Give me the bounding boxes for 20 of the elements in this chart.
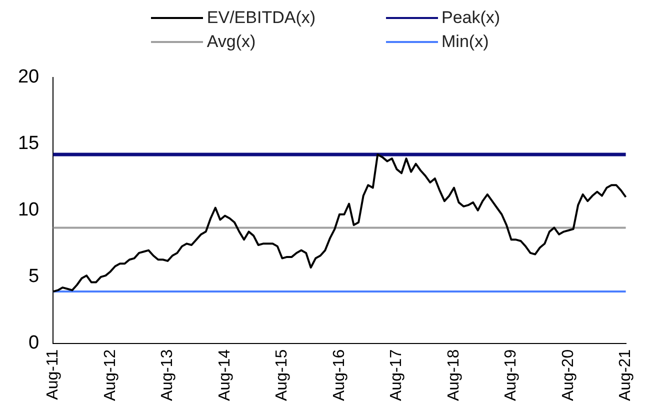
y-tick-label: 0 xyxy=(28,332,40,354)
x-tick-label: Aug-14 xyxy=(216,349,234,401)
x-tick-label: Aug-21 xyxy=(617,349,634,401)
legend-label: EV/EBITDA(x) xyxy=(206,8,316,28)
y-tick-label: 20 xyxy=(18,66,40,88)
x-tick-label: Aug-13 xyxy=(159,349,176,401)
x-tick-label: Aug-12 xyxy=(102,349,119,401)
legend-label: Avg(x) xyxy=(206,32,256,52)
x-tick-label: Aug-19 xyxy=(502,349,520,401)
legend-label: Min(x) xyxy=(442,32,489,52)
x-tick-label: Aug-16 xyxy=(330,349,348,401)
y-tick-label: 10 xyxy=(18,200,40,221)
x-tick-label: Aug-11 xyxy=(44,349,62,400)
y-tick-label: 15 xyxy=(18,133,40,154)
y-tick-label: 5 xyxy=(28,266,40,288)
x-tick-label: Aug-15 xyxy=(274,349,291,401)
legend-label: Peak(x) xyxy=(442,8,500,28)
x-tick-label: Aug-18 xyxy=(445,349,462,401)
x-tick-label: Aug-20 xyxy=(560,349,577,401)
x-tick-label: Aug-17 xyxy=(388,349,406,401)
